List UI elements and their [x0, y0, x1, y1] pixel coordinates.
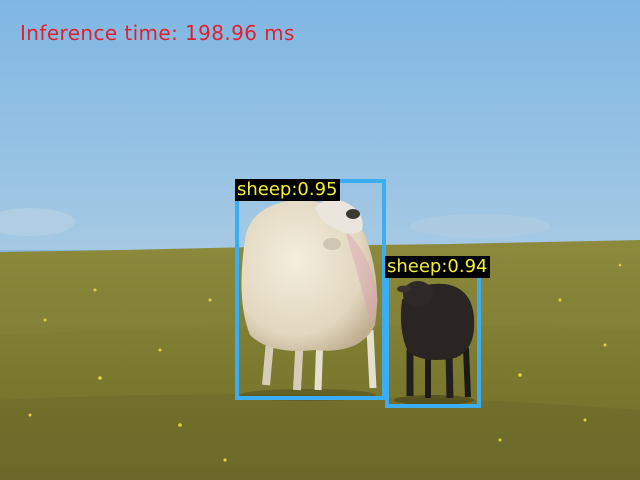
inference-time-text: Inference time: 198.96 ms	[20, 21, 295, 45]
detection-label-sheep-2: sheep:0.94	[385, 256, 490, 278]
dark-lamb	[394, 281, 475, 405]
detection-label-sheep-1: sheep:0.95	[235, 179, 340, 201]
cloud	[0, 208, 75, 236]
detection-box-sheep-2	[385, 256, 481, 408]
flowers	[28, 263, 622, 462]
detection-box-sheep-1	[235, 179, 386, 400]
grass-shade	[0, 394, 640, 480]
white-sheep	[240, 199, 378, 401]
cloud	[410, 214, 550, 238]
